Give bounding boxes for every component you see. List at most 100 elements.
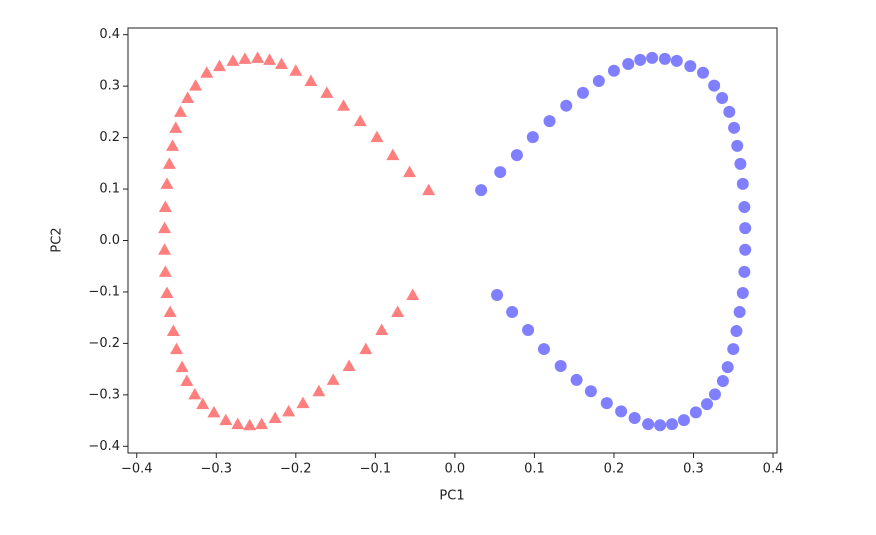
triangle-marker (166, 139, 180, 151)
triangle-marker (296, 396, 310, 409)
circle-marker (615, 405, 628, 418)
triangle-marker (166, 324, 180, 337)
triangle-marker (326, 373, 340, 385)
circle-marker (607, 64, 620, 77)
circle-marker (684, 60, 697, 73)
circle-marker (670, 54, 683, 67)
triangle-marker (282, 404, 296, 417)
triangle-marker (219, 413, 233, 426)
x-tick-label: −0.2 (280, 462, 312, 477)
circle-marker (739, 243, 752, 256)
triangle-marker (231, 417, 245, 430)
circle-marker (721, 361, 734, 374)
x-tick-label: 0.0 (445, 462, 466, 477)
x-tick-label: 0.2 (604, 462, 625, 477)
triangle-marker (304, 74, 318, 86)
circle-marker (554, 360, 567, 373)
circle-marker (506, 306, 519, 319)
triangle-marker (160, 177, 174, 189)
triangle-marker (353, 114, 367, 127)
x-axis-label: PC1 (439, 489, 464, 504)
triangle-marker (158, 200, 172, 213)
triangle-marker (375, 323, 389, 336)
triangle-marker (255, 417, 269, 430)
triangle-marker (359, 342, 373, 355)
circle-marker (716, 374, 729, 387)
y-tick-label: 0.2 (99, 130, 120, 145)
triangle-marker (275, 57, 289, 70)
y-tick-label: −0.3 (88, 387, 120, 402)
circle-marker (537, 343, 550, 356)
triangle-marker (207, 405, 221, 418)
circle-marker (491, 289, 504, 302)
x-tick-label: 0.3 (683, 462, 704, 477)
triangle-marker (170, 342, 184, 355)
triangle-marker (188, 387, 202, 400)
triangle-marker (403, 165, 417, 178)
circle-marker (736, 177, 749, 190)
triangle-marker (263, 53, 277, 65)
circle-marker (739, 222, 752, 235)
triangle-marker (243, 418, 257, 431)
triangle-marker (320, 86, 334, 98)
y-tick-label: 0.3 (99, 79, 120, 94)
triangle-marker (196, 397, 210, 410)
y-tick-label: 0.0 (99, 233, 120, 248)
triangle-marker (181, 91, 195, 103)
circle-marker (475, 184, 488, 197)
circle-marker (730, 325, 743, 338)
triangle-marker (251, 51, 265, 63)
circle-marker (658, 52, 671, 65)
circle-marker (727, 343, 740, 356)
y-axis-label: PC2 (50, 227, 65, 252)
triangle-marker (212, 59, 226, 72)
y-tick-label: −0.1 (88, 284, 120, 299)
x-tick-label: 0.1 (524, 462, 545, 477)
circle-marker (716, 91, 729, 104)
triangle-marker (200, 66, 214, 78)
circle-marker (600, 397, 613, 410)
plot-frame (127, 27, 778, 454)
triangle-marker (173, 105, 187, 117)
circle-marker (560, 99, 573, 112)
triangle-marker (370, 130, 384, 143)
circle-marker (526, 131, 539, 144)
circle-marker (543, 115, 556, 128)
circle-marker (634, 53, 647, 66)
y-tick-label: 0.1 (99, 182, 120, 197)
y-tick-label: −0.2 (88, 336, 120, 351)
triangle-marker (189, 79, 203, 91)
circle-marker (570, 373, 583, 386)
circle-marker (576, 86, 589, 99)
circle-marker (522, 324, 535, 337)
triangle-marker (406, 288, 420, 301)
triangle-marker (337, 99, 351, 111)
y-tick-label: 0.4 (99, 27, 120, 42)
triangle-marker (238, 52, 252, 64)
triangle-marker (289, 64, 303, 76)
circle-marker (728, 121, 741, 134)
triangle-marker (422, 183, 436, 196)
circle-marker (592, 74, 605, 87)
x-tick-label: −0.1 (360, 462, 392, 477)
x-tick-label: 0.4 (763, 462, 784, 477)
circle-marker (622, 58, 635, 71)
x-tick-label: −0.3 (200, 462, 232, 477)
circle-marker (731, 139, 744, 152)
circle-marker (677, 414, 690, 427)
triangle-marker (386, 148, 400, 161)
triangle-marker (175, 360, 189, 373)
circle-marker (708, 388, 721, 401)
triangle-marker (342, 359, 356, 372)
triangle-marker (158, 265, 172, 277)
triangle-marker (158, 243, 172, 255)
triangle-marker (160, 286, 174, 298)
y-tick-label: −0.4 (88, 439, 120, 454)
circle-marker (708, 79, 721, 92)
circle-marker (701, 398, 714, 411)
triangle-marker (180, 374, 194, 386)
circle-marker (697, 66, 710, 79)
triangle-marker (169, 121, 183, 133)
